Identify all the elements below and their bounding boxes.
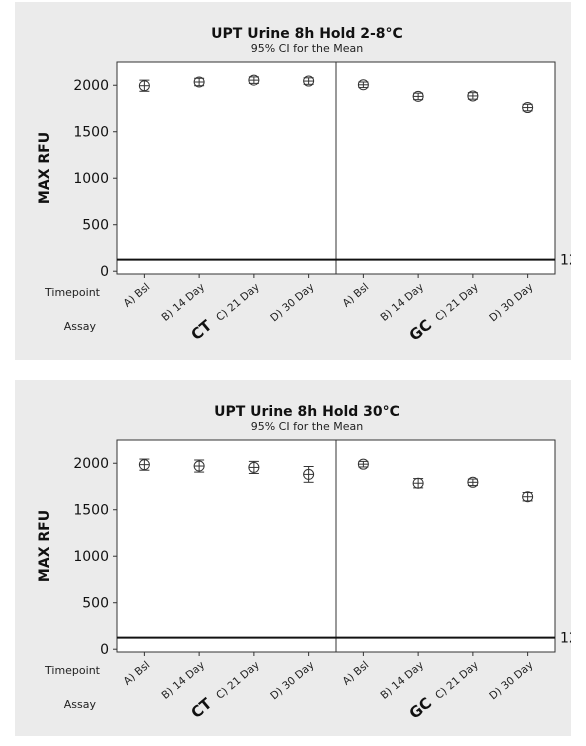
x-category-label: C) 21 Day: [214, 659, 262, 702]
x-category-label: C) 21 Day: [214, 281, 262, 324]
y-axis-title: MAX RFU: [37, 510, 53, 582]
y-tick-label: 2000: [73, 78, 109, 94]
row-label-timepoint: Timepoint: [44, 664, 101, 677]
x-category-label: D) 30 Day: [487, 659, 535, 702]
y-tick-label: 1000: [73, 549, 109, 565]
chart-panel-refrigerated: UPT Urine 8h Hold 2-8°C 95% CI for the Me…: [15, 2, 571, 360]
x-category-label: D) 30 Day: [487, 281, 535, 324]
x-category-label: D) 30 Day: [268, 659, 316, 702]
chart-30c: UPT Urine 8h Hold 30°C95% CI for the Mea…: [37, 404, 571, 723]
x-category-label: A) Bsl: [121, 659, 152, 688]
chart-title: UPT Urine 8h Hold 2-8°C: [211, 26, 403, 42]
row-label-assay: Assay: [64, 320, 97, 333]
chart-refrigerated: UPT Urine 8h Hold 2-8°C95% CI for the Me…: [37, 26, 571, 345]
y-tick-label: 0: [100, 264, 109, 280]
group-label: GC: [406, 694, 435, 723]
x-category-label: D) 30 Day: [268, 281, 316, 324]
x-category-label: A) Bsl: [340, 659, 371, 688]
x-category-label: C) 21 Day: [433, 659, 481, 702]
x-category-label: B) 14 Day: [378, 281, 426, 324]
chart-panel-30c: UPT Urine 8h Hold 30°C 95% CI for the Mea…: [15, 380, 571, 736]
row-label-assay: Assay: [64, 698, 97, 711]
x-category-label: B) 14 Day: [378, 659, 426, 702]
x-category-label: B) 14 Day: [159, 281, 207, 324]
chart-subtitle: 95% CI for the Mean: [251, 42, 364, 55]
x-category-label: C) 21 Day: [433, 281, 481, 324]
x-category-label: B) 14 Day: [159, 659, 207, 702]
row-label-timepoint: Timepoint: [44, 286, 101, 299]
group-label: GC: [406, 316, 435, 345]
reference-line-label: 125: [560, 631, 571, 647]
chart-title: UPT Urine 8h Hold 30°C: [214, 404, 400, 420]
y-tick-label: 500: [82, 218, 109, 234]
y-axis-title: MAX RFU: [37, 132, 53, 204]
x-category-label: A) Bsl: [340, 281, 371, 310]
chart-subtitle: 95% CI for the Mean: [251, 420, 364, 433]
y-tick-label: 2000: [73, 456, 109, 472]
y-tick-label: 0: [100, 642, 109, 658]
y-tick-label: 1500: [73, 125, 109, 141]
y-tick-label: 500: [82, 596, 109, 612]
y-tick-label: 1500: [73, 503, 109, 519]
x-category-label: A) Bsl: [121, 281, 152, 310]
group-label: CT: [187, 694, 215, 722]
reference-line-label: 125: [560, 253, 571, 269]
y-tick-label: 1000: [73, 171, 109, 187]
group-label: CT: [187, 316, 215, 344]
